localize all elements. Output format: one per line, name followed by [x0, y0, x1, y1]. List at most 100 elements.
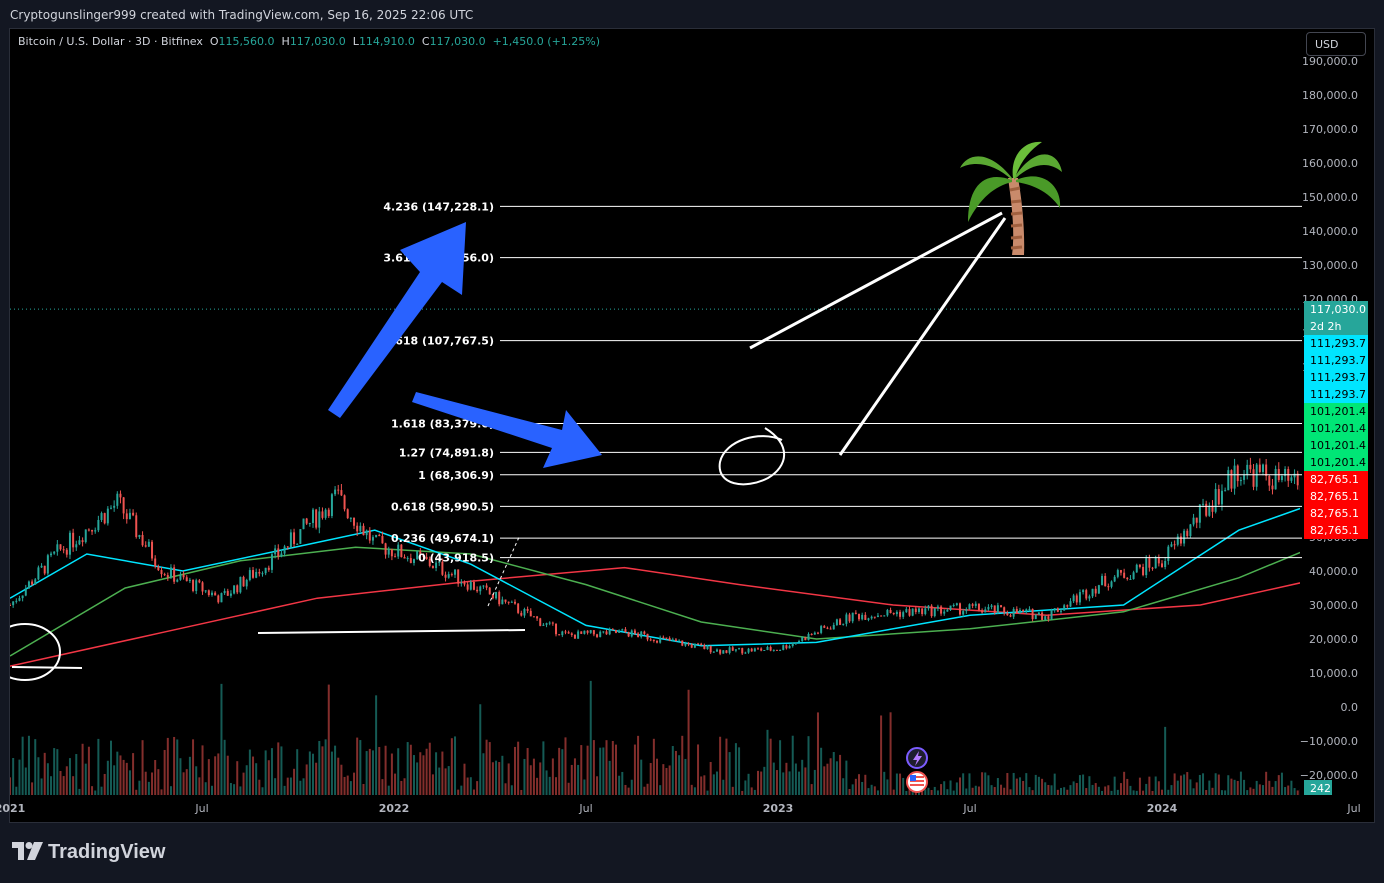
volume-bar	[1126, 778, 1129, 795]
candle-body	[1167, 546, 1170, 561]
candle-body	[536, 616, 539, 619]
volume-bar	[378, 746, 381, 795]
volume-bar	[1018, 777, 1021, 795]
candle-body	[1104, 575, 1107, 587]
resistance-trendline[interactable]	[749, 211, 1003, 350]
base-line-1[interactable]	[11, 666, 83, 669]
volume-bar	[832, 752, 835, 795]
high-value: 117,030.0	[289, 35, 346, 48]
candle-body	[1041, 612, 1044, 620]
volume-bar	[842, 778, 845, 795]
volume-bar	[1249, 787, 1252, 795]
candle-body	[700, 643, 703, 646]
volume-bar	[239, 786, 242, 795]
volume-bar	[289, 777, 292, 795]
volume-bar	[113, 765, 116, 795]
support-trendline[interactable]	[838, 217, 1007, 456]
volume-bar	[1239, 771, 1242, 795]
candle-body	[1214, 489, 1217, 512]
candle-body	[1205, 503, 1208, 516]
candle-body	[1047, 616, 1050, 619]
candle-body	[1009, 615, 1012, 617]
chart-panel[interactable]	[9, 28, 1375, 823]
candle-body	[438, 561, 441, 563]
candle-body	[242, 576, 245, 587]
volume-bar	[245, 765, 248, 795]
candle-body	[252, 570, 255, 578]
candle-body	[763, 650, 766, 652]
volume-bar	[356, 737, 359, 795]
candle-body	[899, 611, 902, 617]
volume-bar	[270, 748, 273, 795]
volume-bar	[605, 740, 608, 795]
candle-body	[1085, 590, 1088, 599]
price-badge-label: 82,765.1	[1310, 524, 1359, 537]
volume-bar	[747, 773, 750, 795]
base-line-2[interactable]	[257, 629, 526, 634]
candle-body	[517, 603, 520, 613]
candle-body	[185, 577, 188, 582]
candle-body	[1003, 607, 1006, 613]
volume-bar	[1069, 785, 1072, 795]
currency-button[interactable]: USD	[1306, 32, 1366, 56]
candle-body	[10, 605, 11, 606]
tradingview-logo-icon	[12, 842, 43, 860]
candle-body	[192, 579, 195, 591]
candle-body	[555, 623, 558, 635]
volume-bar	[627, 787, 630, 795]
candle-body	[24, 588, 27, 596]
projection-dashed[interactable]	[487, 534, 521, 607]
candle-body	[605, 631, 608, 635]
price-badge-label: 101,201.4	[1310, 405, 1366, 418]
blue-arrow-right[interactable]	[412, 392, 602, 468]
candle-body	[867, 618, 870, 620]
candle-body	[905, 609, 908, 613]
volume-bar	[1366, 787, 1368, 795]
volume-bar	[1369, 778, 1371, 795]
candle-body	[1050, 609, 1053, 619]
volume-bar	[91, 786, 94, 795]
volume-badge	[1304, 780, 1332, 795]
candle-body	[188, 579, 191, 582]
candle-body	[501, 599, 504, 605]
volume-bar	[160, 789, 163, 795]
candle-body	[1044, 616, 1047, 620]
circle-highlight-2024[interactable]	[718, 427, 785, 486]
candle-body	[674, 639, 677, 642]
candle-body	[1252, 469, 1255, 487]
candle-body	[21, 595, 24, 599]
price-tick: −10,000.0	[1300, 735, 1358, 748]
volume-bar	[283, 785, 286, 795]
candle-body	[643, 631, 646, 634]
volume-bar	[977, 786, 980, 795]
candle-body	[709, 645, 712, 653]
candle-body	[630, 630, 633, 637]
volume-bar	[1224, 790, 1227, 795]
candle-body	[1012, 608, 1015, 617]
volume-bar	[1217, 774, 1220, 795]
volume-bar	[463, 763, 466, 795]
volume-bar	[255, 763, 258, 795]
candle-body	[34, 579, 37, 585]
us-flag-icon[interactable]	[906, 771, 928, 793]
circle-highlight-left[interactable]	[0, 623, 61, 681]
volume-bar	[1208, 780, 1211, 795]
volume-bar	[1293, 788, 1296, 795]
candle-body	[1280, 476, 1283, 481]
lightning-icon[interactable]	[906, 747, 928, 769]
volume-bar	[324, 739, 327, 795]
volume-bar	[1243, 779, 1246, 795]
volume-bar	[321, 746, 324, 795]
blue-arrow-up[interactable]	[328, 222, 466, 418]
candle-body	[678, 640, 681, 642]
volume-bar	[791, 735, 794, 795]
candle-body	[798, 640, 801, 643]
volume-bar	[138, 780, 141, 795]
volume-bar	[816, 712, 819, 795]
candle-body	[311, 509, 314, 523]
volume-bar	[583, 779, 586, 795]
price-badge	[1304, 522, 1368, 539]
volume-bar	[810, 784, 813, 795]
price-candles	[10, 457, 1300, 656]
